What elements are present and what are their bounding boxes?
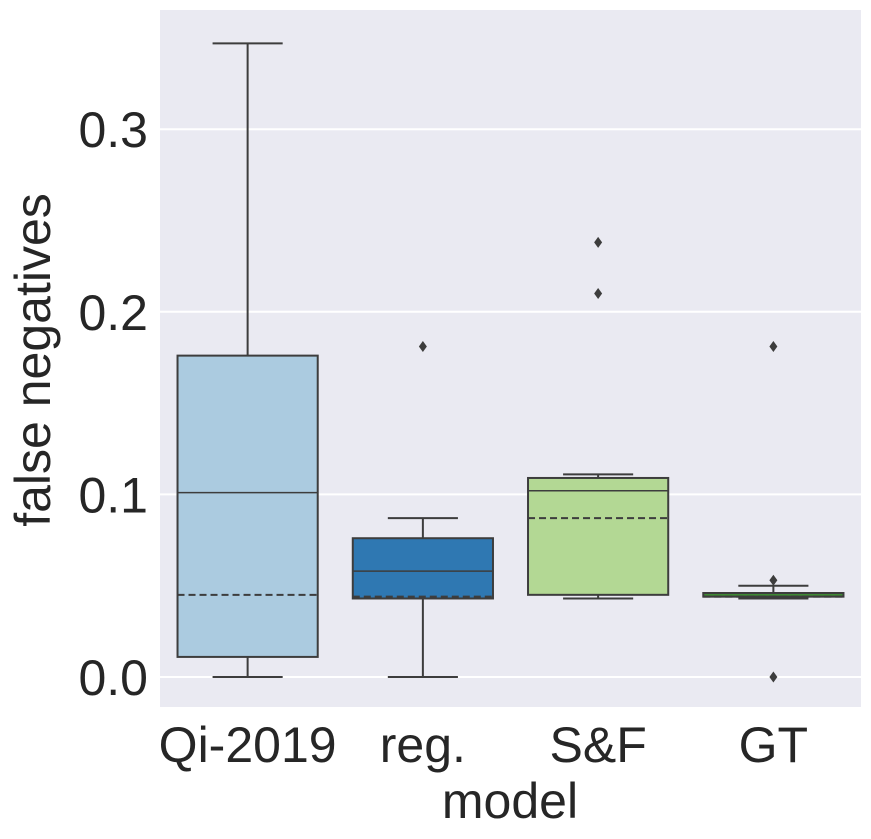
x-tick-label: reg. [380,717,466,773]
x-tick-label: S&F [550,717,647,773]
y-tick-label: 0.2 [78,285,148,341]
x-tick-label: GT [739,717,808,773]
iqr-box [351,537,494,600]
box-0 [176,42,319,678]
y-axis-label: false negatives [5,193,61,527]
x-axis-label: model [442,773,578,829]
outlier-point [769,340,778,352]
box-2 [527,236,670,600]
outlier-point [418,340,427,352]
iqr-box [176,354,319,658]
outlier-point [594,288,603,300]
box-series [176,42,845,683]
y-tick-labels: 0.0 0.1 0.2 0.3 [78,102,148,706]
y-tick-label: 0.0 [78,650,148,706]
outlier-point [594,236,603,248]
box-3 [702,340,845,683]
y-tick-label: 0.3 [78,102,148,158]
iqr-box [527,476,670,596]
box-1 [351,340,494,678]
outlier-point [769,574,778,586]
x-tick-label: Qi-2019 [159,717,337,773]
x-tick-labels: Qi-2019 reg. S&F GT [159,717,808,773]
y-tick-label: 0.1 [78,467,148,523]
outlier-point [769,671,778,683]
